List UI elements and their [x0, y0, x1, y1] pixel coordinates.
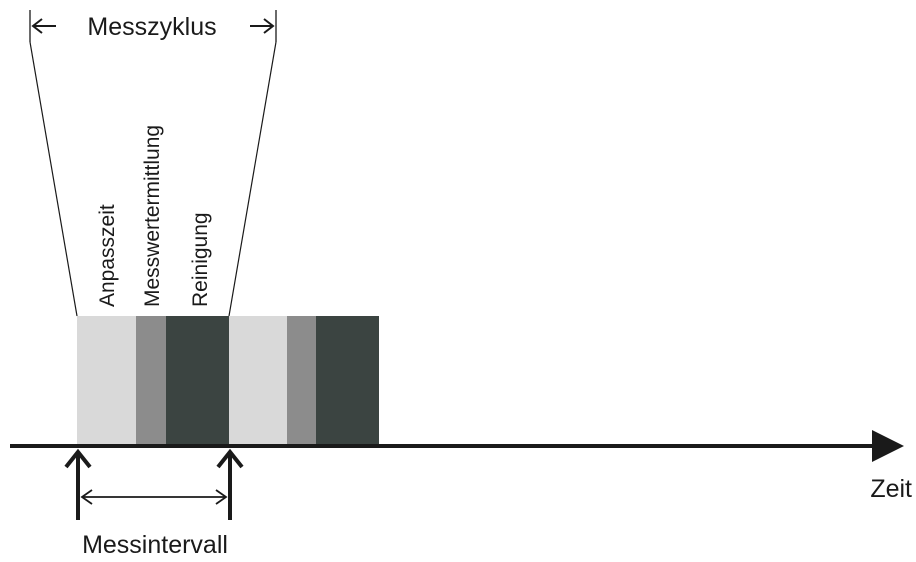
phase-block-adjustment [77, 316, 136, 446]
interval-marker-left [64, 448, 92, 520]
phase-block-cleaning [166, 316, 229, 446]
phase-block-measurement-2 [287, 316, 316, 446]
time-axis-arrowhead-icon [872, 430, 904, 462]
cycle-left-arrow-icon [31, 18, 56, 34]
phase-block-adjustment-2 [229, 316, 287, 446]
phase-label-measurement: Messwertermittlung [141, 125, 164, 307]
cycle-label: Messzyklus [87, 13, 216, 41]
phase-label-cleaning: Reinigung [189, 212, 212, 307]
cycle-left-guide [29, 41, 78, 317]
cycle-bracket: Messzyklus [29, 10, 277, 317]
phase-block-cleaning-2 [316, 316, 379, 446]
up-arrow-icon [64, 448, 92, 469]
time-axis [10, 430, 904, 462]
cycle-right-arrow-icon [250, 18, 275, 34]
up-arrow-icon [216, 448, 244, 469]
time-axis-label: Zeit [870, 475, 912, 503]
interval-marker-right [216, 448, 244, 520]
interval-label: Messintervall [82, 531, 228, 559]
phase-label-adjustment: Anpasszeit [96, 204, 119, 307]
phase-block-measurement [136, 316, 166, 446]
interval-span-arrow-icon [80, 489, 228, 505]
phase-blocks [77, 316, 379, 446]
cycle-right-guide [228, 41, 277, 317]
